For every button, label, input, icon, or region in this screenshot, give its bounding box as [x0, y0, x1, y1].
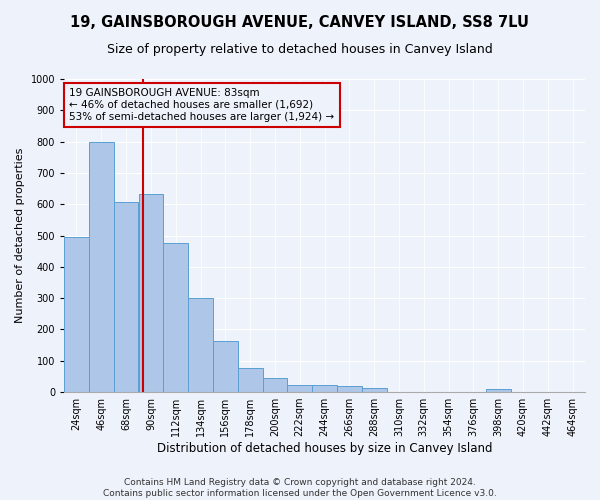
Text: 19, GAINSBOROUGH AVENUE, CANVEY ISLAND, SS8 7LU: 19, GAINSBOROUGH AVENUE, CANVEY ISLAND, …	[71, 15, 530, 30]
Bar	[287, 385, 312, 392]
Bar	[89, 142, 113, 392]
Bar	[486, 389, 511, 392]
Text: 19 GAINSBOROUGH AVENUE: 83sqm
← 46% of detached houses are smaller (1,692)
53% o: 19 GAINSBOROUGH AVENUE: 83sqm ← 46% of d…	[69, 88, 334, 122]
Bar	[312, 385, 337, 392]
Bar	[337, 386, 362, 392]
Bar	[64, 237, 89, 392]
Bar	[113, 202, 139, 392]
Bar	[362, 388, 386, 392]
Bar	[188, 298, 213, 392]
Bar	[213, 342, 238, 392]
Bar	[139, 194, 163, 392]
Bar	[163, 244, 188, 392]
Text: Size of property relative to detached houses in Canvey Island: Size of property relative to detached ho…	[107, 42, 493, 56]
Text: Contains HM Land Registry data © Crown copyright and database right 2024.
Contai: Contains HM Land Registry data © Crown c…	[103, 478, 497, 498]
X-axis label: Distribution of detached houses by size in Canvey Island: Distribution of detached houses by size …	[157, 442, 492, 455]
Bar	[263, 378, 287, 392]
Y-axis label: Number of detached properties: Number of detached properties	[15, 148, 25, 323]
Bar	[238, 368, 263, 392]
